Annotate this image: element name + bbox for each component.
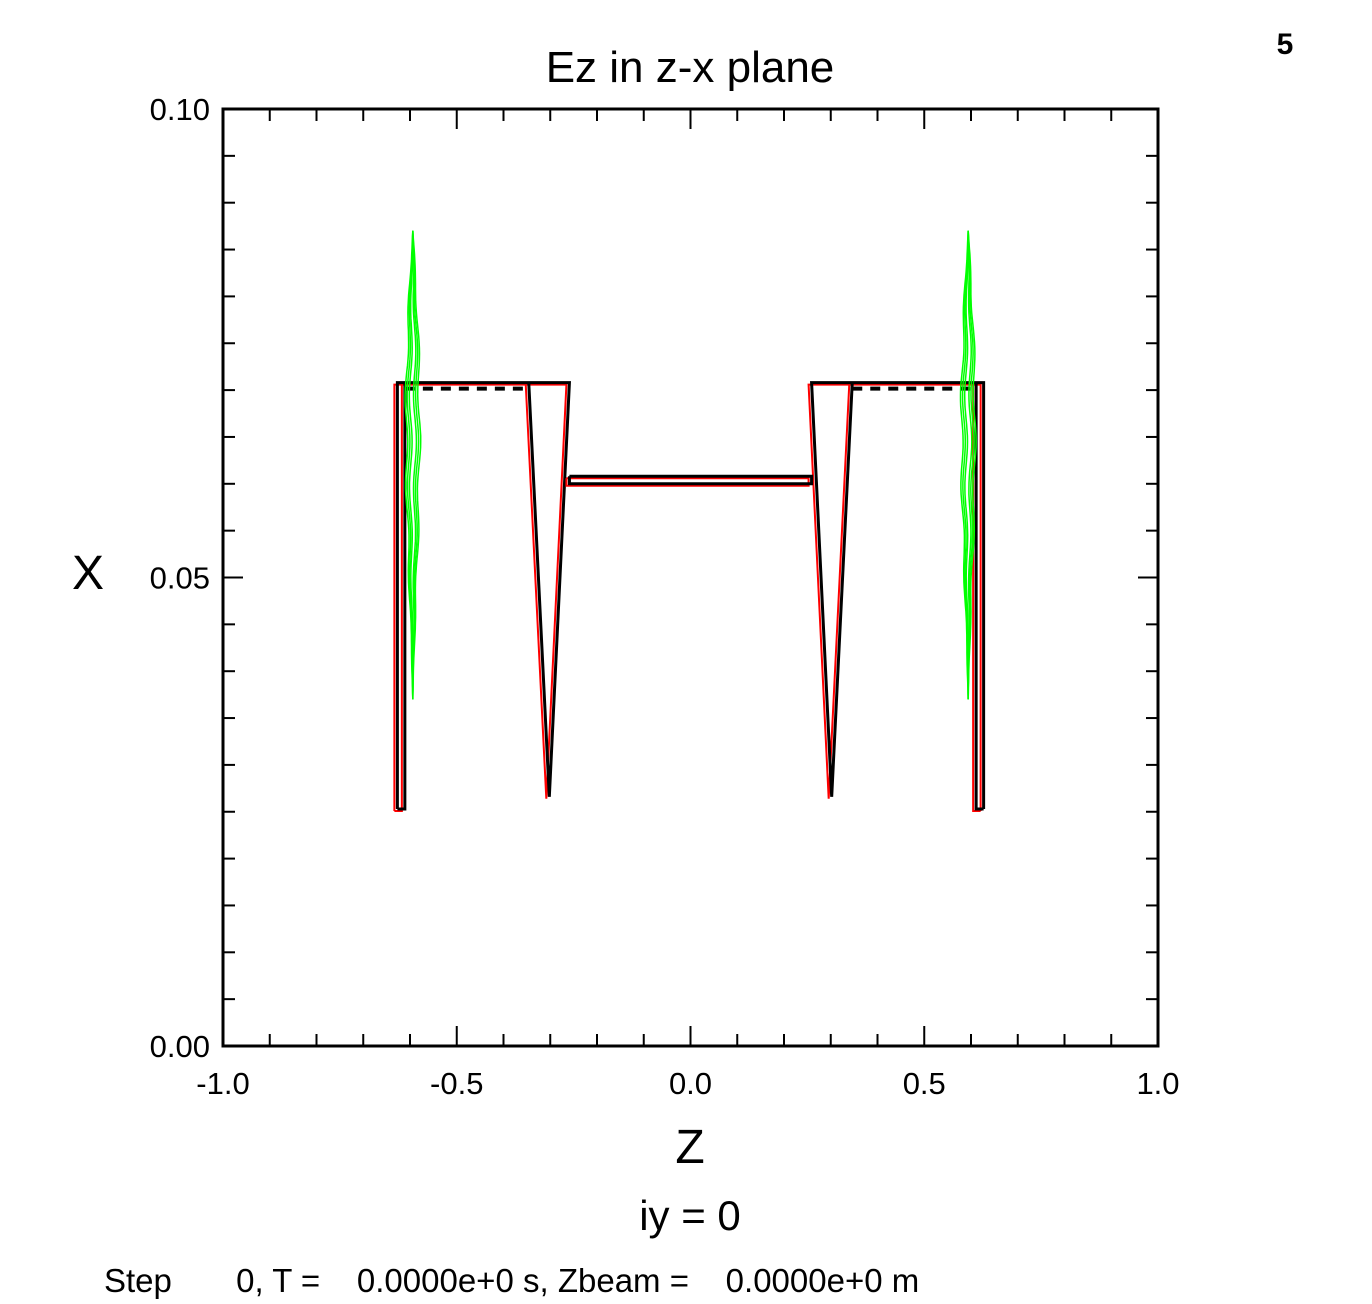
field-contour-line: [408, 230, 414, 700]
x-tick-labels: -1.0 -0.5 0.0 0.5 1.0: [196, 1066, 1179, 1101]
field-contour-line: [963, 230, 969, 700]
conductor-edge-line: [565, 477, 810, 487]
x-tick-label: 1.0: [1136, 1066, 1179, 1101]
status-footer: Step 0, T = 0.0000e+0 s, Zbeam = 0.0000e…: [104, 1262, 920, 1299]
frame-number: 5: [1277, 28, 1294, 61]
x-axis-label: Z: [675, 1121, 704, 1174]
conductor-geometry: [393, 381, 986, 812]
field-contours: [404, 230, 977, 700]
field-contour-line: [412, 230, 422, 700]
step-value: 0: [236, 1262, 255, 1299]
plot-frame: [221, 107, 1160, 1048]
x-tick-label: 0.0: [669, 1066, 712, 1101]
x-tick-label: -0.5: [430, 1066, 483, 1101]
chart-title: Ez in z-x plane: [546, 43, 835, 92]
step-label: Step: [104, 1262, 172, 1299]
field-contour-line: [967, 230, 977, 700]
t-value: 0.0000e+0 s: [356, 1262, 540, 1299]
y-tick-label: 0.00: [150, 1029, 210, 1064]
x-tick-label: 0.5: [903, 1066, 946, 1101]
y-tick-label: 0.05: [150, 561, 210, 596]
x-tick-label: -1.0: [196, 1066, 249, 1101]
axis-ticks: [222, 108, 1159, 1047]
conductor-outline: [395, 381, 571, 811]
zbeam-value: 0.0000e+0 m: [725, 1262, 920, 1299]
t-label: T =: [272, 1262, 321, 1299]
conductor-edge-line: [393, 383, 568, 812]
zbeam-label: Zbeam =: [557, 1262, 689, 1299]
conductor-outline: [567, 474, 814, 486]
y-tick-label: 0.10: [150, 92, 210, 127]
conductor-outline: [810, 381, 986, 811]
chart-subtitle: iy = 0: [639, 1192, 741, 1239]
conductor-edge-line: [807, 383, 982, 812]
y-tick-labels: 0.00 0.05 0.10: [150, 92, 210, 1064]
y-axis-label: X: [72, 547, 104, 600]
